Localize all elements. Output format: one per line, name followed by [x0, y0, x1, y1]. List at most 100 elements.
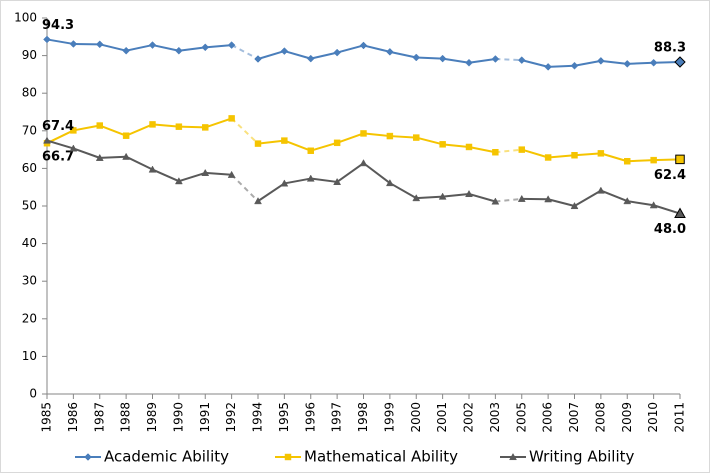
- point: [597, 150, 605, 157]
- line-segment: [125, 123, 153, 137]
- point: [174, 177, 183, 185]
- x-tick-label: 2010: [646, 402, 660, 433]
- line-segment: [205, 44, 232, 49]
- line-segment: [363, 132, 390, 138]
- line-segment: [442, 143, 470, 148]
- line-segment: [416, 56, 443, 60]
- line-segment: [468, 193, 496, 203]
- point: [175, 123, 183, 130]
- point: [95, 153, 104, 161]
- point: [148, 165, 157, 173]
- line-segment: [495, 57, 522, 62]
- point: [517, 194, 526, 202]
- line-segment: [257, 50, 285, 60]
- point: [359, 159, 368, 167]
- line-segment: [336, 44, 364, 54]
- point: [227, 41, 236, 49]
- point: [284, 453, 292, 461]
- value-label: 62.4: [654, 168, 686, 183]
- y-tick-label: 70: [22, 123, 37, 137]
- x-tick-label: 2007: [567, 402, 581, 433]
- line-segment: [205, 171, 232, 176]
- y-tick-label: 100: [14, 11, 37, 25]
- point: [509, 452, 517, 461]
- y-tick-label: 10: [22, 349, 37, 363]
- line-segment: [257, 139, 285, 145]
- x-tick-label: 1999: [382, 402, 396, 433]
- line-segment: [178, 46, 206, 52]
- point: [333, 139, 341, 147]
- point: [623, 60, 632, 68]
- x-tick-label: 2001: [435, 402, 449, 433]
- point: [70, 127, 77, 134]
- x-tick-label: 1998: [356, 402, 370, 433]
- point: [43, 136, 51, 144]
- x-tick-label: 2000: [409, 402, 423, 433]
- y-tick-label: 40: [22, 236, 37, 250]
- x-tick-label: 1990: [171, 402, 185, 433]
- point: [280, 179, 289, 187]
- point: [95, 40, 104, 49]
- line-segment: [152, 123, 179, 128]
- line-segment: [284, 139, 312, 152]
- line-segment: [46, 38, 74, 45]
- line-segment: [362, 162, 391, 184]
- line-segment: [152, 44, 180, 52]
- point: [175, 46, 183, 55]
- x-tick-label: 2003: [488, 402, 502, 433]
- point: [465, 58, 473, 67]
- point: [84, 453, 92, 461]
- line-segment: [574, 59, 602, 67]
- line-segment: [416, 195, 443, 200]
- line-segment: [310, 177, 338, 183]
- point: [254, 140, 262, 147]
- line-segment: [46, 139, 74, 150]
- line-segment: [548, 154, 575, 159]
- line-segment: [99, 43, 127, 52]
- y-tick-label: 30: [22, 274, 37, 288]
- point: [333, 177, 342, 185]
- point: [570, 201, 579, 210]
- line-segment: [389, 135, 417, 139]
- line-segment: [310, 51, 338, 60]
- point: [69, 144, 78, 152]
- point: [544, 63, 552, 71]
- point: [675, 154, 685, 165]
- point: [544, 154, 552, 161]
- line-segment: [231, 44, 259, 60]
- y-tick-label: 60: [22, 161, 37, 175]
- line-segment: [495, 148, 522, 154]
- point: [412, 194, 421, 202]
- point: [465, 143, 473, 151]
- line-segment: [257, 182, 285, 202]
- point: [228, 115, 235, 122]
- x-tick-label: 2005: [514, 402, 528, 433]
- x-tick-label: 1988: [119, 402, 133, 433]
- line-segment: [125, 155, 153, 171]
- y-tick-label: 80: [22, 86, 37, 100]
- point: [596, 186, 605, 194]
- point: [438, 54, 447, 63]
- legend-label: Mathematical Ability: [304, 448, 458, 466]
- point: [385, 179, 394, 187]
- line-segment: [336, 132, 364, 144]
- point: [306, 174, 315, 182]
- line-segment: [230, 174, 259, 202]
- point: [439, 141, 446, 148]
- point: [492, 149, 499, 156]
- legend-label: Academic Ability: [104, 448, 229, 466]
- x-tick-label: 1989: [145, 402, 159, 433]
- x-tick-label: 2011: [673, 402, 687, 433]
- point: [254, 197, 262, 205]
- line-segment: [547, 198, 575, 207]
- line-segment: [178, 125, 206, 129]
- point: [122, 132, 130, 139]
- point: [544, 195, 553, 203]
- point: [571, 152, 578, 159]
- value-label: 88.3: [654, 40, 686, 55]
- point: [280, 47, 289, 55]
- point: [202, 124, 209, 131]
- point: [306, 54, 315, 63]
- line-segment: [495, 197, 522, 203]
- value-label: 94.3: [42, 18, 74, 33]
